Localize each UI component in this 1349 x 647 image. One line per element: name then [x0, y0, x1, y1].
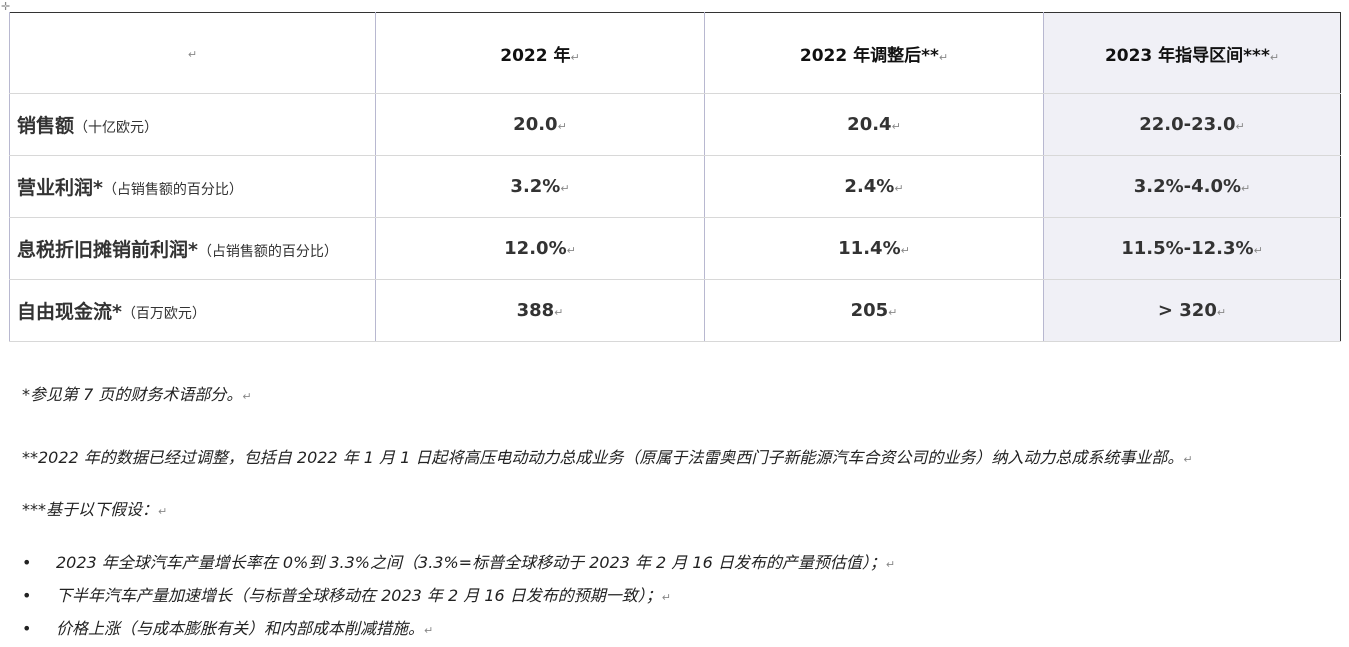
financial-table: ↵ 2022 年↵ 2022 年调整后**↵ 2023 年指导区间***↵ 销售… [9, 12, 1341, 342]
cell-2023-guidance: 11.5%-12.3%↵ [1043, 217, 1341, 280]
assumption-bullet: • 2023 年全球汽车产量增长率在 0%到 3.3%之间（3.3%=标普全球移动… [22, 553, 896, 572]
cell-2023-guidance: > 320↵ [1043, 279, 1341, 342]
table-row-sales: 销售额（十亿欧元） 20.0↵ 20.4↵ 22.0-23.0↵ [9, 93, 1341, 156]
assumption-bullet: • 下半年汽车产量加速增长（与标普全球移动在 2023 年 2 月 16 日发布的… [22, 586, 671, 605]
cell-2022: 12.0%↵ [375, 217, 705, 280]
header-empty: ↵ [9, 12, 376, 94]
cell-2022: 3.2%↵ [375, 155, 705, 218]
cell-2022-adjusted: 11.4%↵ [704, 217, 1044, 280]
header-2022-adjusted: 2022 年调整后**↵ [704, 12, 1044, 94]
cell-2022-adjusted: 205↵ [704, 279, 1044, 342]
row-label: 自由现金流*（百万欧元） [9, 279, 376, 342]
bullet-dot-icon: • [22, 619, 32, 638]
bullet-dot-icon: • [22, 553, 32, 572]
cell-2022-adjusted: 2.4%↵ [704, 155, 1044, 218]
cell-2022: 20.0↵ [375, 93, 705, 156]
header-2023-guidance: 2023 年指导区间***↵ [1043, 12, 1341, 94]
footnote-3: ***基于以下假设：↵ [22, 500, 168, 519]
table-header-row: ↵ 2022 年↵ 2022 年调整后**↵ 2023 年指导区间***↵ [9, 12, 1341, 94]
row-label: 息税折旧摊销前利润*（占销售额的百分比） [9, 217, 376, 280]
footnote-1: *参见第 7 页的财务术语部分。↵ [22, 385, 252, 404]
table-row-ebitda: 息税折旧摊销前利润*（占销售额的百分比） 12.0%↵ 11.4%↵ 11.5%… [9, 217, 1341, 280]
cell-2022-adjusted: 20.4↵ [704, 93, 1044, 156]
cell-2023-guidance: 3.2%-4.0%↵ [1043, 155, 1341, 218]
row-label: 销售额（十亿欧元） [9, 93, 376, 156]
row-label: 营业利润*（占销售额的百分比） [9, 155, 376, 218]
header-2022: 2022 年↵ [375, 12, 705, 94]
table-row-free-cash-flow: 自由现金流*（百万欧元） 388↵ 205↵ > 320↵ [9, 279, 1341, 342]
cell-2023-guidance: 22.0-23.0↵ [1043, 93, 1341, 156]
footnote-2: **2022 年的数据已经过调整，包括自 2022 年 1 月 1 日起将高压电… [22, 448, 1193, 467]
table-anchor-icon[interactable]: ✛ [1, 0, 11, 13]
cell-2022: 388↵ [375, 279, 705, 342]
assumption-bullet: • 价格上涨（与成本膨胀有关）和内部成本削减措施。↵ [22, 619, 434, 638]
table-row-operating-margin: 营业利润*（占销售额的百分比） 3.2%↵ 2.4%↵ 3.2%-4.0%↵ [9, 155, 1341, 218]
bullet-dot-icon: • [22, 586, 32, 605]
